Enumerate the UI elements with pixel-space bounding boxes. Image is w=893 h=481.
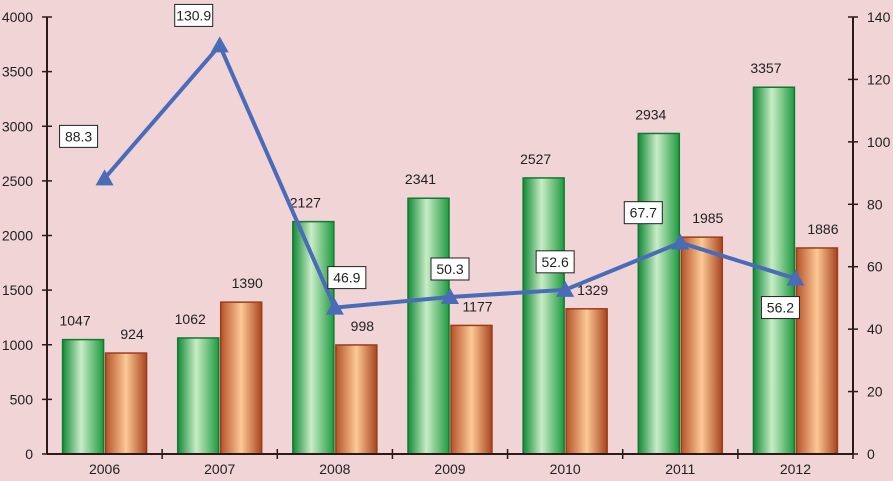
left-tick-label: 0 bbox=[25, 446, 33, 462]
right-tick-label: 140 bbox=[867, 9, 891, 25]
bar-green-2010 bbox=[522, 177, 565, 455]
bar-green-2009 bbox=[407, 197, 450, 455]
line-label: 52.6 bbox=[542, 254, 569, 270]
x-tick-label: 2007 bbox=[204, 461, 235, 477]
left-tick-label: 4000 bbox=[2, 9, 33, 25]
bar-label-2007: 1062 bbox=[175, 311, 206, 327]
right-tick-label: 40 bbox=[867, 321, 883, 337]
line-label: 88.3 bbox=[65, 128, 92, 144]
bar-label-2007: 1390 bbox=[232, 275, 263, 291]
bar-orange-2012 bbox=[795, 247, 839, 455]
bar-label-2009: 2341 bbox=[405, 171, 436, 187]
left-tick-label: 500 bbox=[10, 391, 34, 407]
bar-label-2010: 2527 bbox=[520, 151, 551, 167]
right-tick-label: 0 bbox=[867, 446, 875, 462]
bar-green-2007 bbox=[176, 337, 220, 455]
bar-orange-2010 bbox=[565, 308, 608, 455]
bar-orange-2011 bbox=[680, 236, 724, 455]
left-tick-label: 1500 bbox=[2, 282, 33, 298]
bar-label-2008: 998 bbox=[351, 318, 375, 334]
bar-label-2009: 1177 bbox=[462, 298, 492, 314]
left-tick-label: 2500 bbox=[2, 173, 33, 189]
bar-label-2006: 1047 bbox=[59, 313, 90, 329]
bar-label-2010: 1329 bbox=[577, 282, 608, 298]
bar-label-2011: 2934 bbox=[635, 106, 666, 122]
axes: 2006 2007 2008 2009 2010 2011 2012050010001500… bbox=[2, 9, 891, 477]
bar-label-2012: 3357 bbox=[750, 60, 781, 76]
line-label: 46.9 bbox=[333, 270, 360, 286]
x-tick-label: 2009 bbox=[434, 461, 465, 477]
left-tick-label: 3000 bbox=[2, 118, 33, 134]
x-tick-label: 2010 bbox=[550, 461, 581, 477]
x-tick-label: 2006 bbox=[89, 461, 120, 477]
x-tick-label: 2008 bbox=[319, 461, 350, 477]
right-tick-label: 100 bbox=[867, 134, 891, 150]
line-label: 67.7 bbox=[630, 205, 657, 221]
bar-green-2006 bbox=[61, 338, 105, 455]
bar-orange-2006 bbox=[104, 352, 148, 455]
line-label-box bbox=[327, 266, 367, 290]
line-label-box bbox=[623, 201, 663, 225]
right-tick-label: 120 bbox=[867, 71, 891, 87]
bars: 1047 924 1062 1390 2127 998 2341 1177 2527 1329 29… bbox=[59, 60, 839, 455]
line-label-box bbox=[174, 3, 214, 27]
right-tick-label: 60 bbox=[867, 259, 883, 275]
line-marker bbox=[786, 269, 805, 286]
line-label-box bbox=[430, 257, 470, 281]
line-label-box bbox=[760, 296, 800, 320]
line-marker bbox=[671, 233, 690, 250]
bar-label-2006: 924 bbox=[120, 326, 144, 342]
line-marker bbox=[441, 287, 459, 304]
bar-orange-2008 bbox=[335, 344, 378, 455]
x-tick-label: 2011 bbox=[665, 461, 695, 477]
right-tick-label: 20 bbox=[867, 384, 883, 400]
line-marker bbox=[325, 298, 344, 315]
line-marker bbox=[556, 280, 575, 297]
bar-orange-2007 bbox=[219, 301, 263, 455]
line-label: 56.2 bbox=[767, 300, 794, 316]
bar-label-2012: 1886 bbox=[807, 221, 838, 237]
line-label: 50.3 bbox=[436, 261, 463, 277]
line-marker bbox=[95, 169, 114, 186]
bar-label-2008: 2127 bbox=[290, 195, 321, 211]
line-marker bbox=[210, 36, 229, 53]
line-label: 130.9 bbox=[176, 7, 211, 23]
left-tick-label: 3500 bbox=[2, 64, 33, 80]
bar-orange-2009 bbox=[450, 324, 493, 455]
line-label-box bbox=[535, 250, 575, 274]
bar-green-2011 bbox=[637, 132, 681, 455]
x-tick-label: 2012 bbox=[780, 461, 811, 477]
left-tick-label: 1000 bbox=[2, 337, 33, 353]
line-layer: 88.3 130.9 46.9 50.3 52.6 67.7 56.2 bbox=[59, 3, 805, 320]
line-label-box bbox=[59, 124, 99, 148]
left-tick-label: 2000 bbox=[2, 228, 33, 244]
right-tick-label: 80 bbox=[867, 196, 883, 212]
bar-label-2011: 1985 bbox=[692, 210, 723, 226]
